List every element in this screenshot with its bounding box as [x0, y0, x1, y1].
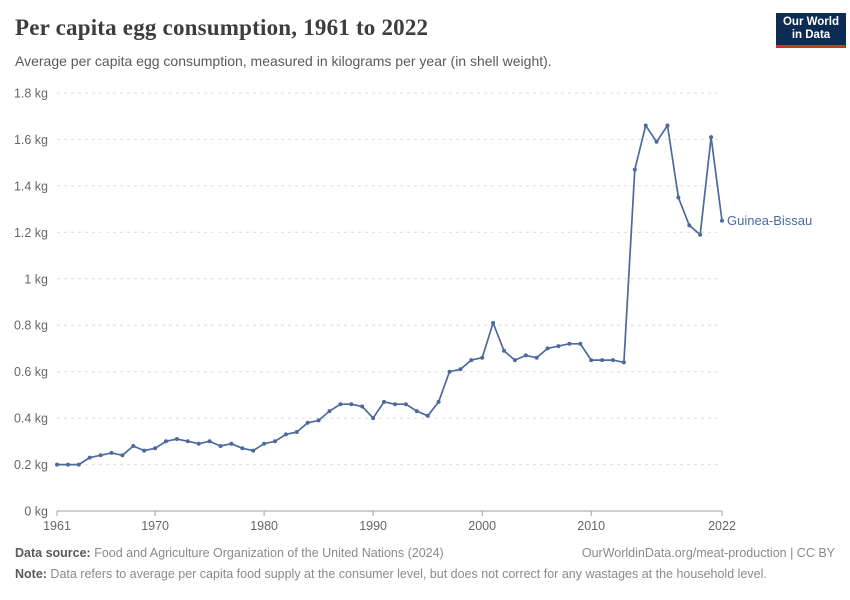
- data-point: [262, 441, 267, 446]
- data-point: [251, 448, 256, 453]
- x-tick-label: 1970: [141, 519, 169, 533]
- data-point: [120, 453, 125, 458]
- data-point: [698, 232, 703, 237]
- x-tick-label: 2022: [708, 519, 736, 533]
- data-point: [425, 413, 430, 418]
- owid-source-link[interactable]: OurWorldinData.org/meat-production | CC …: [581, 546, 835, 560]
- chart-subtitle: Average per capita egg consumption, meas…: [15, 53, 552, 69]
- owid-logo: Our World in Data: [776, 13, 846, 48]
- y-tick-label: 1.8 kg: [14, 87, 48, 101]
- note-text: Note: Data refers to average per capita …: [15, 564, 835, 585]
- data-point: [600, 358, 605, 363]
- data-point: [142, 448, 147, 453]
- data-point: [273, 439, 277, 444]
- data-point: [469, 358, 474, 363]
- data-point: [458, 367, 463, 372]
- data-point: [720, 218, 724, 223]
- data-point: [687, 223, 692, 228]
- data-point: [382, 399, 386, 404]
- data-point: [153, 446, 158, 451]
- data-point: [55, 462, 59, 467]
- y-tick-label: 1 kg: [24, 272, 48, 286]
- owid-logo-line2: in Data: [791, 29, 831, 41]
- note-value: Data refers to average per capita food s…: [46, 567, 767, 581]
- data-point: [360, 404, 365, 409]
- x-tick-label: 1961: [43, 519, 71, 533]
- data-point: [643, 123, 648, 128]
- data-point: [654, 139, 659, 144]
- data-point: [338, 402, 343, 407]
- data-point: [665, 123, 670, 128]
- data-point: [196, 441, 201, 446]
- data-source-value: Food and Agriculture Organization of the…: [90, 546, 444, 560]
- data-point: [294, 430, 299, 434]
- y-tick-label: 1.6 kg: [14, 133, 48, 147]
- data-point: [589, 358, 594, 363]
- data-point: [632, 167, 637, 172]
- data-line: [56, 124, 723, 466]
- series-end-label: Guinea-Bissau: [727, 213, 812, 228]
- y-tick-label: 1.4 kg: [14, 179, 48, 193]
- data-point: [109, 450, 114, 455]
- data-point: [131, 444, 136, 448]
- data-point: [327, 409, 332, 414]
- data-point: [545, 346, 550, 351]
- data-point: [512, 358, 517, 363]
- data-point: [578, 341, 583, 346]
- data-point: [491, 320, 496, 325]
- x-tick-label: 2010: [577, 519, 605, 533]
- y-tick-label: 0.2 kg: [14, 458, 48, 472]
- chart-footer: Data source: Food and Agriculture Organi…: [15, 543, 835, 585]
- data-point: [556, 344, 561, 349]
- data-source-text: Data source: Food and Agriculture Organi…: [15, 543, 444, 564]
- data-point: [611, 358, 615, 363]
- y-tick-label: 0.8 kg: [14, 319, 48, 333]
- data-point: [414, 409, 419, 414]
- y-tick-label: 0.4 kg: [14, 412, 48, 426]
- data-point: [229, 441, 234, 446]
- data-point: [523, 353, 528, 358]
- data-point: [98, 453, 103, 458]
- data-point: [621, 360, 626, 365]
- data-point: [283, 432, 288, 437]
- data-point: [174, 437, 179, 441]
- data-point: [164, 439, 168, 444]
- data-point: [534, 355, 539, 360]
- data-point: [316, 418, 321, 423]
- owid-logo-line1: Our World: [782, 16, 839, 28]
- data-point: [403, 402, 408, 407]
- y-tick-label: 0.6 kg: [14, 365, 48, 379]
- data-point: [185, 439, 190, 444]
- data-point: [87, 455, 92, 460]
- data-point: [305, 420, 310, 425]
- note-label: Note:: [15, 567, 47, 581]
- data-point: [240, 446, 245, 451]
- y-tick-label: 1.2 kg: [14, 226, 48, 240]
- data-source-label: Data source:: [15, 546, 91, 560]
- data-point: [436, 399, 441, 404]
- data-point: [709, 135, 714, 140]
- data-point: [676, 195, 681, 200]
- data-point: [76, 462, 81, 467]
- data-point: [567, 341, 572, 346]
- data-point: [480, 355, 485, 360]
- data-point: [218, 444, 223, 448]
- x-tick-label: 2000: [468, 519, 496, 533]
- data-point: [207, 439, 212, 444]
- x-tick-label: 1980: [250, 519, 278, 533]
- data-point: [349, 402, 354, 407]
- data-point: [65, 462, 70, 467]
- data-point: [447, 369, 452, 374]
- page-title: Per capita egg consumption, 1961 to 2022: [15, 15, 429, 40]
- data-point: [393, 402, 397, 407]
- chart-header: Per capita egg consumption, 1961 to 2022…: [15, 13, 755, 70]
- data-point: [502, 348, 506, 353]
- y-tick-label: 0 kg: [24, 505, 48, 519]
- data-point: [371, 416, 376, 421]
- x-tick-label: 1990: [359, 519, 387, 533]
